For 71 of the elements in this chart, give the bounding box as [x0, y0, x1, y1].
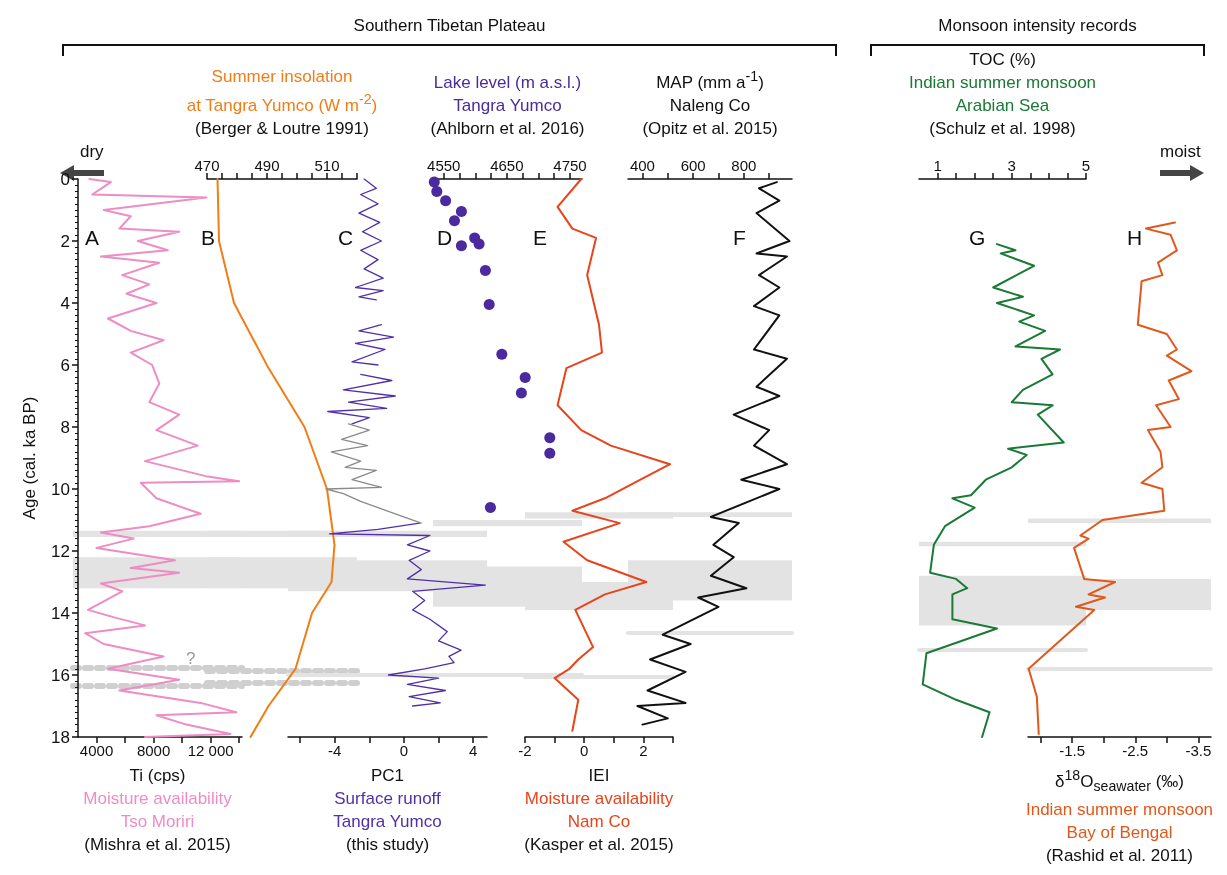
x-tick-label: 400	[629, 157, 655, 174]
x-axis-title: MAP (mm a$^{-1}$) Naleng Co (Opitz et al. 2015)	[642, 67, 778, 140]
x-tick-label: 8000	[136, 742, 171, 759]
point	[428, 176, 440, 188]
y-tick-label: 10	[51, 479, 70, 499]
text: F	[733, 226, 746, 249]
text: Monsoon intensity records	[938, 16, 1137, 36]
point	[455, 240, 467, 252]
x-axis-title: Summer insolation at Tangra Yumco (W m$^{-2}$) (Berger & Loutre 1991)	[186, 66, 378, 140]
x-tick-label: 800	[731, 157, 757, 174]
x-tick-label: -3.5	[1185, 742, 1212, 759]
text: moist	[1160, 142, 1201, 162]
x-tick-label: -4	[328, 742, 342, 759]
x-tick-label: 4650	[490, 157, 524, 174]
x-tick-label: 5	[1081, 157, 1091, 174]
x-tick-label: 490	[254, 157, 280, 174]
x-tick-label: 4000	[79, 742, 114, 759]
x-tick-label: 4	[468, 742, 478, 759]
text: G	[969, 226, 986, 249]
x-tick-label: 12 000	[187, 742, 234, 759]
text: dry	[80, 142, 104, 162]
x-tick-label: 2	[639, 742, 648, 759]
text: A	[85, 226, 100, 249]
x-tick-label: 600	[680, 157, 706, 174]
point	[440, 195, 452, 207]
point	[519, 371, 531, 383]
point	[455, 206, 467, 218]
point	[496, 348, 508, 360]
point	[479, 264, 491, 276]
x-tick-label: -2	[518, 742, 532, 759]
annotation: ?	[186, 649, 196, 668]
x-tick-label: -2.5	[1122, 742, 1149, 759]
x-tick-label: 3	[1007, 157, 1016, 174]
x-axis-title: δ$^{18}$O$_{seawater}$ (‰) Indian summer monsoon Bay of Bengal (Rashid et al. 2011)	[1025, 766, 1214, 868]
text: Southern Tibetan Plateau	[353, 16, 546, 36]
text: H	[1127, 226, 1143, 249]
x-axis-title: Ti (cps) Moisture availability Tso Moriri (Mishra et al. 2015)	[83, 765, 232, 856]
x-axis-title: PC1 Surface runoff Tangra Yumco (this study)	[333, 765, 442, 856]
y-tick-label: 16	[51, 665, 70, 685]
y-tick-label: 14	[51, 603, 70, 623]
point	[448, 215, 460, 227]
x-tick-label: 0	[399, 742, 409, 759]
x-tick-label: 510	[314, 157, 340, 174]
y-tick-label: 8	[60, 417, 70, 437]
y-tick-label: 4	[60, 293, 70, 313]
y-tick-label: 6	[60, 355, 70, 375]
x-tick-label: 1	[933, 157, 942, 174]
x-axis-title: IEI Moisture availability Nam Co (Kasper et al. 2015)	[524, 765, 674, 856]
x-axis-title: Lake level (m a.s.l.) Tangra Yumco (Ahlborn et al. 2016)	[430, 72, 585, 140]
text: E	[533, 226, 548, 249]
y-axis-title: Age (cal. ka BP)	[20, 396, 39, 520]
point	[484, 502, 496, 514]
point	[483, 299, 495, 311]
point	[544, 447, 556, 459]
point	[544, 432, 556, 444]
y-tick-label: 12	[51, 541, 70, 561]
y-tick-label: 18	[51, 727, 70, 747]
x-axis-title: TOC (%) Indian summer monsoon Arabian Sea (Schulz et al. 1998)	[908, 49, 1097, 140]
line-series	[84, 178, 241, 738]
text: D	[437, 226, 453, 249]
x-tick-label: 4550	[427, 157, 461, 174]
text: C	[338, 226, 354, 249]
x-tick-label: -1.5	[1059, 742, 1086, 759]
text: B	[201, 226, 216, 249]
y-tick-label: 2	[60, 231, 70, 251]
point	[515, 387, 527, 399]
point	[431, 185, 443, 197]
x-tick-label: 470	[194, 157, 220, 174]
x-tick-label: 0	[580, 742, 589, 759]
point	[473, 238, 485, 250]
x-tick-label: 4750	[553, 157, 587, 174]
